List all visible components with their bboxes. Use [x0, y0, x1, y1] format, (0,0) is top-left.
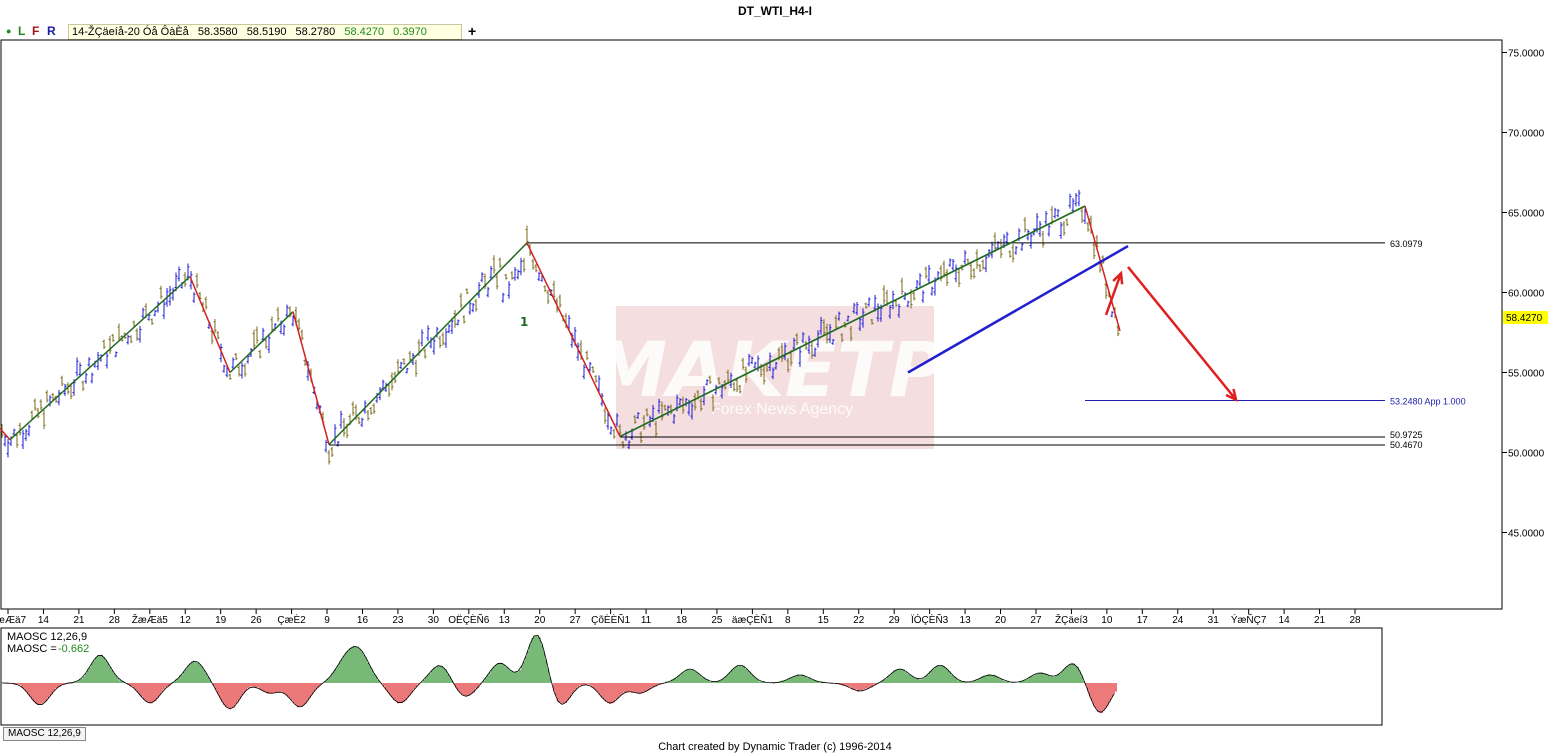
y-tick-label: 65.0000 — [1508, 209, 1545, 220]
axis-layer: 75.0000 70.0000 65.0000 60.0000 55.0000 50.00… — [0, 49, 1545, 627]
x-tick-label: 20 — [534, 615, 546, 626]
bar-change: 0.3970 — [393, 26, 427, 38]
projection-arrowhead — [1112, 270, 1124, 285]
y-tick-label: 55.0000 — [1508, 369, 1545, 380]
y-tick-label: 50.0000 — [1508, 449, 1545, 460]
current-price-badge — [1503, 311, 1548, 324]
x-tick-label: 30 — [428, 615, 440, 626]
channel-line — [907, 245, 1129, 374]
x-tick-label: 22 — [853, 615, 865, 626]
x-tick-label: 28 — [1349, 615, 1361, 626]
x-tick-label: äæÇÈÑ1 — [732, 613, 774, 626]
swing-line — [229, 311, 294, 374]
projection-arrowhead — [1225, 388, 1238, 402]
swing-line — [189, 276, 231, 373]
x-tick-label: 8 — [785, 615, 791, 626]
y-tick-label: 45.0000 — [1508, 529, 1545, 540]
oscillator-tab[interactable]: MAOSC 12,26,9 — [3, 727, 86, 741]
x-tick-label: 20 — [995, 615, 1007, 626]
swing-line — [9, 275, 191, 441]
x-tick-label: 23 — [392, 615, 404, 626]
swing-line — [0, 428, 11, 441]
price-level-label: 63.0979 — [1390, 239, 1423, 249]
x-tick-label: ŽæÆä5 — [132, 613, 169, 626]
swing-label: 1 — [520, 315, 528, 329]
y-tick-label: 60.0000 — [1508, 289, 1545, 300]
x-tick-label: ŽæÆä7 — [0, 613, 26, 626]
watermark: MAKETP Forex News Agency — [592, 306, 945, 449]
x-tick-label: 9 — [324, 615, 330, 626]
ratio-mode-button[interactable]: R — [47, 24, 56, 38]
bar-high: 58.5190 — [246, 26, 287, 38]
oscillator-title: MAOSC 12,26,9 — [7, 631, 87, 643]
bar-date: 14-ŽÇäeíå-20 Óå ÔàÈå — [72, 26, 189, 38]
x-tick-label: ÇõÈÈÑ1 — [591, 613, 630, 626]
price-level-label: 53.2480 App 1.000 — [1390, 397, 1466, 407]
watermark-logo: MAKETP — [592, 325, 945, 414]
price-level-label: 50.9725 — [1390, 430, 1423, 440]
x-tick-label: 21 — [73, 615, 85, 626]
bar-low: 58.2780 — [295, 26, 336, 38]
x-tick-label: 27 — [570, 615, 582, 626]
x-tick-label: 21 — [1314, 615, 1326, 626]
x-tick-label: 15 — [818, 615, 830, 626]
footer-credit: Chart created by Dynamic Trader (c) 1996… — [658, 741, 892, 753]
line-mode-button[interactable]: L — [18, 24, 26, 38]
oscillator-value: -0.662 — [58, 643, 89, 655]
x-tick-label: 19 — [215, 615, 227, 626]
x-tick-label: ŽÇäeí3 — [1055, 613, 1088, 626]
x-tick-label: 18 — [676, 615, 688, 626]
x-tick-label: 26 — [251, 615, 263, 626]
projection-arrow — [1127, 266, 1237, 401]
x-tick-label: 27 — [1030, 615, 1042, 626]
price-pane — [0, 39, 1503, 610]
x-tick-label: 14 — [38, 615, 50, 626]
bar-close: 58.4270 — [344, 26, 385, 38]
chart-title: DT_WTI_H4-I — [737, 4, 812, 18]
y-tick-label: 75.0000 — [1508, 49, 1545, 60]
projection-arrow — [1104, 272, 1123, 316]
x-tick-label: ÏÓÇÈÑ3 — [911, 613, 949, 626]
x-tick-label: 13 — [960, 615, 972, 626]
x-tick-label: ÇæÈ2 — [277, 613, 306, 626]
x-tick-label: 14 — [1279, 615, 1291, 626]
swing-line — [1084, 205, 1121, 332]
x-tick-label: 28 — [109, 615, 121, 626]
x-tick-label: 31 — [1208, 615, 1220, 626]
x-tick-label: 11 — [641, 615, 652, 626]
x-tick-label: ÝæÑÇ7 — [1231, 613, 1267, 626]
price-level-label: 50.4670 — [1390, 440, 1423, 450]
add-plus-icon[interactable]: + — [468, 23, 477, 39]
watermark-subtitle: Forex News Agency — [711, 401, 853, 418]
x-tick-label: 12 — [180, 615, 192, 626]
x-tick-label: 24 — [1172, 615, 1184, 626]
x-tick-label: OËÇÈÑ6 — [448, 613, 490, 626]
x-tick-label: 17 — [1137, 615, 1149, 626]
x-tick-label: 29 — [889, 615, 901, 626]
watermark-box — [616, 306, 934, 449]
trend-line — [619, 205, 1086, 438]
x-tick-label: 25 — [711, 615, 723, 626]
oscillator-histogram — [1, 634, 1117, 714]
current-price-label: 58.4270 — [1506, 313, 1543, 324]
swing-lines — [0, 205, 1238, 446]
swing-line — [526, 242, 621, 437]
x-tick-label: 13 — [499, 615, 511, 626]
oscillator-signal-line — [1, 634, 1115, 713]
swing-line — [292, 311, 330, 445]
y-tick-label: 70.0000 — [1508, 129, 1545, 140]
x-tick-label: 16 — [357, 615, 369, 626]
swing-line — [328, 242, 528, 446]
fib-mode-button[interactable]: F — [32, 24, 40, 38]
bullet-icon[interactable]: ● — [6, 26, 12, 36]
bar-open: 58.3580 — [197, 26, 238, 38]
x-tick-label: 10 — [1101, 615, 1113, 626]
oscillator-value-label: MAOSC = — [7, 643, 57, 655]
